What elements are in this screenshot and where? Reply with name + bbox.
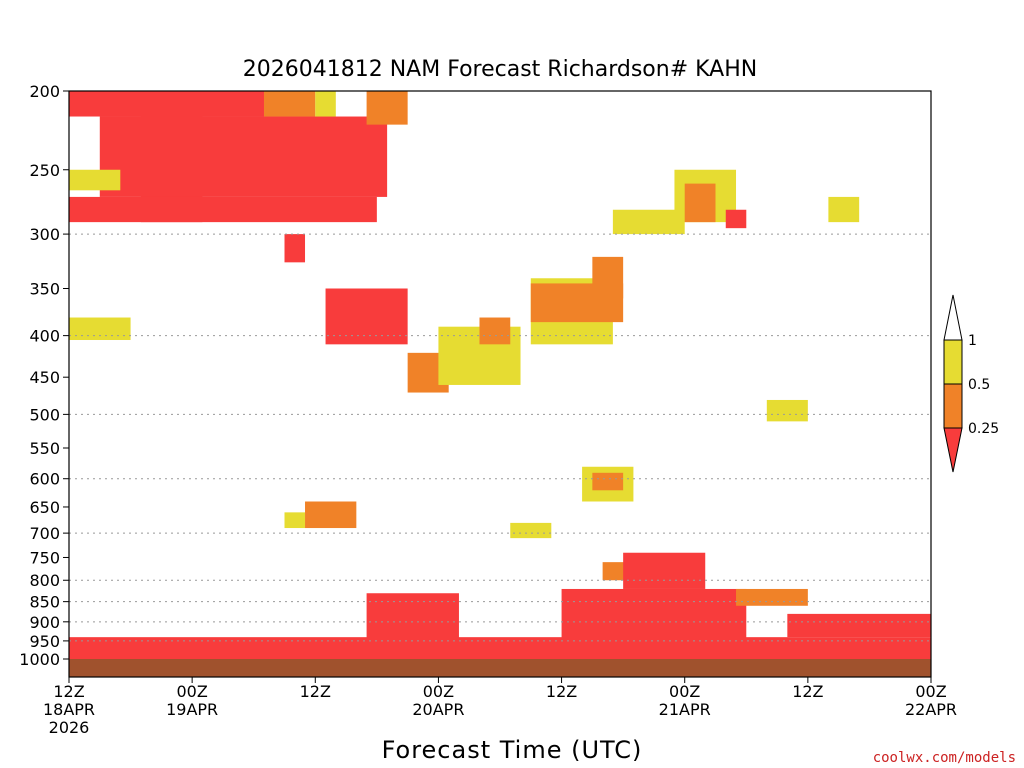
heatmap-cell	[69, 196, 377, 223]
y-tick-label: 850	[29, 593, 60, 612]
x-tick-label: 12Z	[300, 682, 331, 701]
x-tick-label: 00Z	[176, 682, 207, 701]
y-tick-label: 500	[29, 405, 60, 424]
heatmap-cell	[479, 317, 511, 345]
x-tick-label: 18APR	[43, 700, 95, 719]
y-tick-label: 350	[29, 279, 60, 298]
credit-label[interactable]: coolwx.com/models	[873, 750, 1016, 766]
heatmap-cell	[263, 91, 316, 117]
x-tick-label: 00Z	[423, 682, 454, 701]
x-axis-label: Forecast Time (UTC)	[382, 736, 643, 764]
x-tick-label: 00Z	[669, 682, 700, 701]
x-tick-label: 12Z	[53, 682, 84, 701]
plot-area	[68, 90, 932, 678]
y-tick-label: 750	[29, 548, 60, 567]
y-tick-label: 550	[29, 439, 60, 458]
heatmap-cell	[366, 593, 459, 641]
heatmap-cell	[69, 317, 131, 341]
y-tick-label: 650	[29, 498, 60, 517]
y-tick-label: 700	[29, 524, 60, 543]
colorbar-bin	[943, 339, 963, 385]
heatmap-cell	[305, 501, 357, 529]
heatmap-cell	[623, 552, 706, 589]
heatmap-cell	[592, 472, 624, 491]
colorbar-level-label: 0.25	[968, 421, 999, 437]
y-tick-label: 200	[29, 82, 60, 101]
colorbar-bin	[943, 383, 963, 429]
y-tick-label: 800	[29, 571, 60, 590]
heatmap-cell	[828, 196, 860, 223]
y-tick-label: 600	[29, 470, 60, 489]
heatmap-cell	[284, 512, 306, 529]
chart-title: 2026041812 NAM Forecast Richardson# KAHN	[243, 57, 757, 82]
y-tick-label: 250	[29, 161, 60, 180]
y-tick-label: 950	[29, 632, 60, 651]
heatmap-cell	[325, 288, 408, 345]
x-tick-label: 20APR	[412, 700, 464, 719]
y-tick-label: 300	[29, 225, 60, 244]
x-tick-label: 2026	[49, 718, 90, 737]
heatmap-cell	[592, 256, 624, 299]
heatmap-cell	[510, 522, 552, 539]
x-tick-label: 12Z	[546, 682, 577, 701]
x-tick-label: 00Z	[915, 682, 946, 701]
y-tick-label: 900	[29, 613, 60, 632]
y-tick-label: 400	[29, 327, 60, 346]
colorbar-legend: 0.25 0.5 1	[943, 294, 999, 473]
heatmap-cell	[561, 588, 747, 641]
x-tick-label: 12Z	[792, 682, 823, 701]
plot-frame	[68, 90, 932, 678]
y-axis: 200 250 300 350 400 450 500 550 600 650 700 750 800 8…	[19, 82, 69, 669]
heatmap-cell	[69, 637, 931, 659]
y-tick-label: 450	[29, 368, 60, 387]
y-tick-label: 1000	[19, 650, 60, 669]
colorbar-bin	[943, 294, 963, 341]
colorbar-level-label: 0.5	[968, 377, 990, 393]
heatmap-cell	[315, 91, 336, 117]
heatmap-cell	[736, 588, 808, 606]
heatmap-cell	[612, 209, 685, 235]
x-tick-label: 21APR	[659, 700, 711, 719]
heatmap-cell	[99, 116, 388, 197]
heatmap-cell	[725, 209, 747, 229]
colorbar-level-label: 1	[968, 333, 977, 349]
heatmap-cell	[284, 234, 306, 263]
heatmap-cell	[766, 399, 808, 422]
ground-fill	[69, 659, 931, 677]
colorbar-bin	[943, 427, 963, 473]
heatmap-cell	[787, 613, 931, 638]
x-tick-label: 19APR	[166, 700, 218, 719]
heatmap-cell	[684, 183, 716, 223]
heatmap-cell	[366, 91, 408, 125]
heatmap-cell	[69, 169, 121, 191]
x-tick-label: 22APR	[905, 700, 957, 719]
